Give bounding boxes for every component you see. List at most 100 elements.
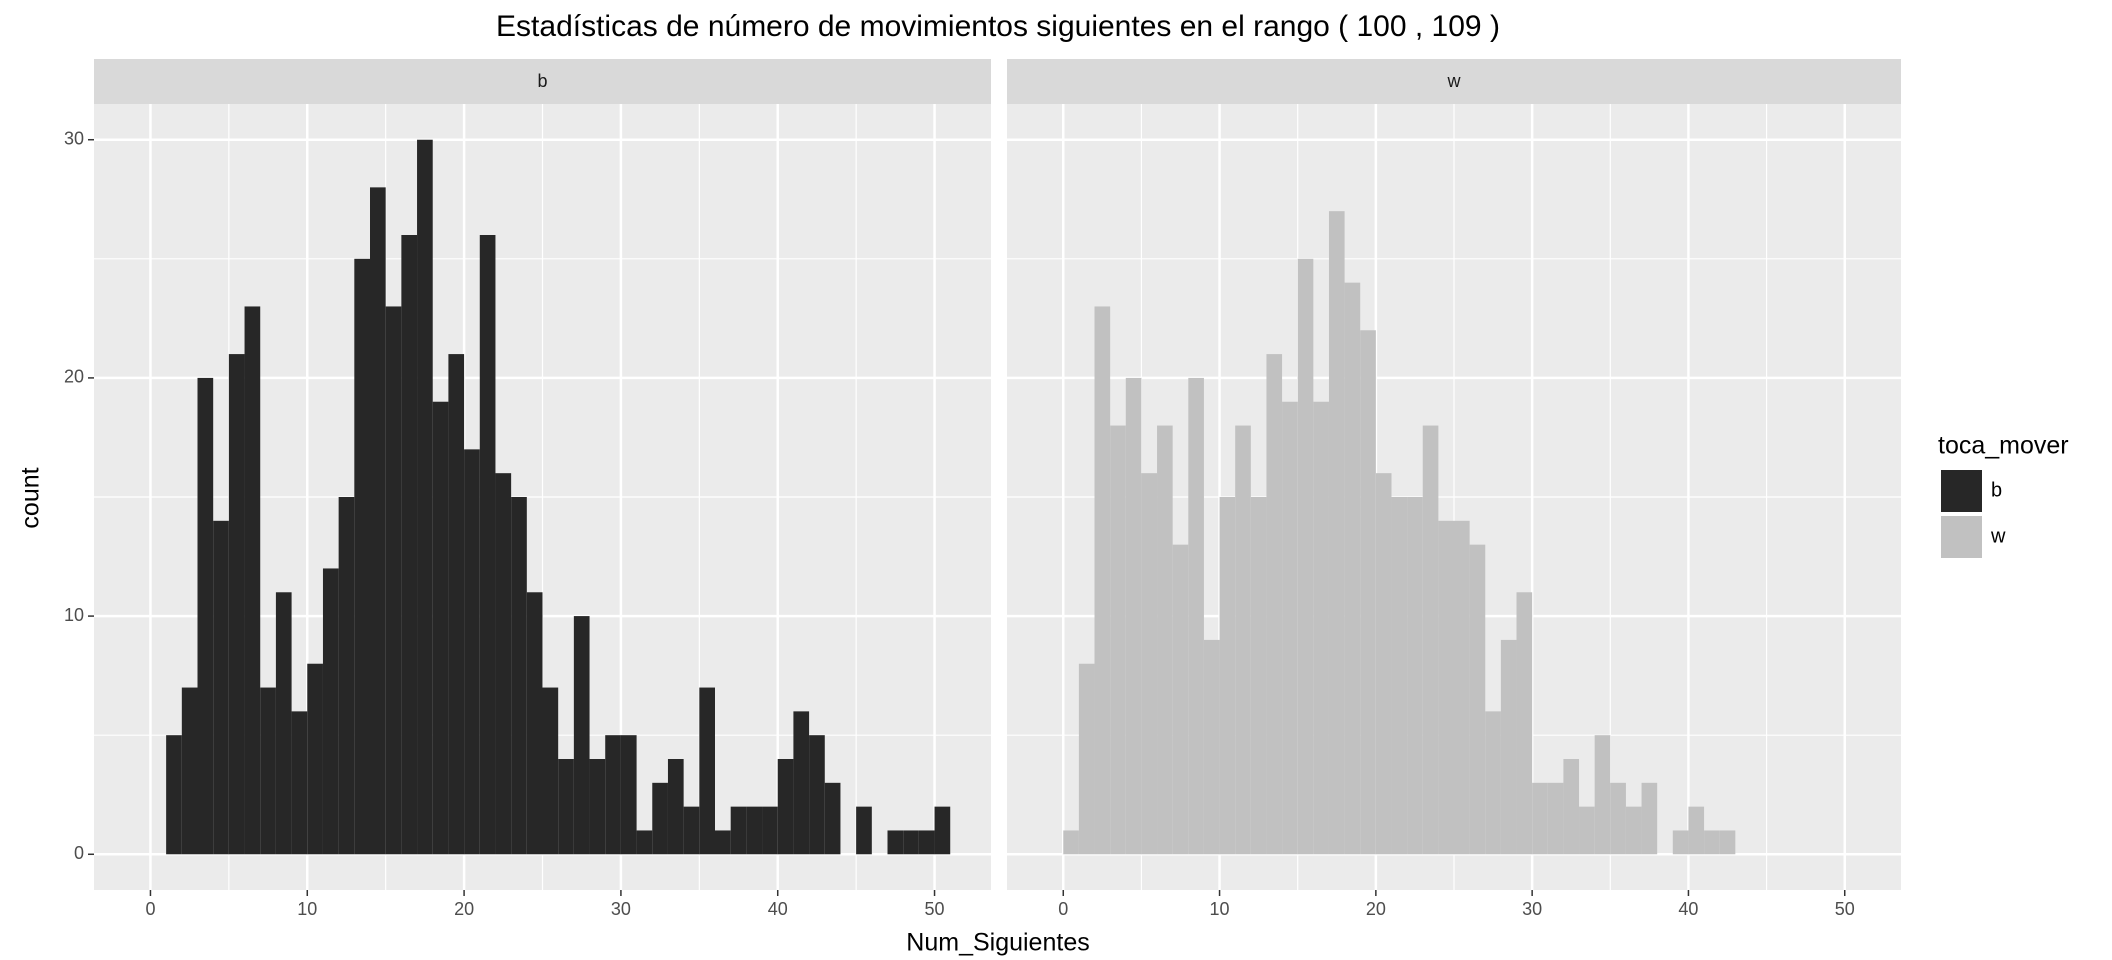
histogram-bar xyxy=(1641,782,1658,855)
x-tick-label: 40 xyxy=(768,899,788,919)
histogram-bar xyxy=(1360,330,1376,855)
facet-strip xyxy=(94,59,991,104)
histogram-bar xyxy=(1719,830,1736,855)
histogram-bar xyxy=(1516,592,1533,855)
histogram-bar xyxy=(1282,401,1298,855)
histogram-bar xyxy=(1594,735,1611,855)
histogram-bar xyxy=(887,830,904,855)
histogram-bar xyxy=(1469,544,1486,855)
histogram-bar xyxy=(213,520,229,855)
x-tick-label: 30 xyxy=(1522,899,1542,919)
legend-key xyxy=(1939,468,1984,514)
facet-strip xyxy=(1007,59,1901,104)
histogram-bar xyxy=(777,759,794,855)
histogram-bar xyxy=(432,401,449,855)
histogram-bar xyxy=(918,830,935,855)
y-tick-label: 30 xyxy=(64,128,84,148)
histogram-bar xyxy=(1313,401,1329,855)
x-axis-title: Num_Siguientes xyxy=(906,929,1089,957)
histogram-bar xyxy=(322,568,339,855)
histogram-bar xyxy=(417,139,433,855)
histogram-bar xyxy=(1672,830,1689,855)
x-tick-label: 10 xyxy=(297,899,317,919)
x-tick-label: 20 xyxy=(1366,899,1386,919)
histogram-bar xyxy=(1125,377,1142,855)
histogram-bar xyxy=(558,759,574,855)
histogram-bar xyxy=(1328,211,1345,855)
histogram-bar xyxy=(683,806,700,855)
histogram-bar xyxy=(1422,425,1439,855)
histogram-bar xyxy=(181,687,198,855)
histogram-bar xyxy=(354,258,370,855)
histogram-bar xyxy=(385,306,402,855)
histogram-bar xyxy=(1391,497,1408,855)
x-tick-label: 0 xyxy=(145,899,155,919)
histogram-bar xyxy=(1438,520,1454,855)
histogram-bar xyxy=(605,735,621,855)
histogram-bar xyxy=(1500,639,1517,855)
histogram-bar xyxy=(809,735,825,855)
legend-key xyxy=(1939,514,1984,560)
histogram-bar xyxy=(401,235,418,855)
histogram-bar xyxy=(1203,639,1220,855)
histogram-bar xyxy=(1407,497,1423,855)
histogram-bar xyxy=(307,663,323,855)
histogram-bar xyxy=(746,806,763,855)
histogram-bar xyxy=(652,782,668,855)
histogram-bar xyxy=(1110,425,1126,855)
histogram-bar xyxy=(1344,282,1361,855)
histogram-bar xyxy=(1454,520,1470,855)
histogram-bar xyxy=(464,449,480,855)
histogram-bar xyxy=(1563,759,1580,855)
histogram-bar xyxy=(715,830,731,855)
histogram-bar xyxy=(667,759,684,855)
x-tick-label: 50 xyxy=(1835,899,1855,919)
y-tick-label: 0 xyxy=(74,843,84,863)
histogram-bar xyxy=(1094,306,1111,855)
histogram-bar xyxy=(1610,782,1626,855)
facet-label: w xyxy=(1447,71,1462,91)
histogram-bar xyxy=(1157,425,1173,855)
histogram-bar xyxy=(338,497,355,855)
histogram-bar xyxy=(228,354,245,855)
histogram-bar xyxy=(1532,782,1548,855)
histogram-bar xyxy=(1688,806,1705,855)
histogram-bar xyxy=(260,687,276,855)
y-tick-label: 10 xyxy=(64,605,84,625)
x-tick-label: 10 xyxy=(1210,899,1230,919)
histogram-bar xyxy=(1188,377,1204,855)
histogram-bar xyxy=(1375,473,1392,855)
histogram-bar xyxy=(370,187,386,855)
histogram-bar xyxy=(620,735,637,855)
histogram-bar xyxy=(1219,497,1236,855)
histogram-bar xyxy=(479,235,496,855)
histogram-bar xyxy=(1235,425,1251,855)
histogram-bar xyxy=(1297,258,1314,855)
y-tick-label: 20 xyxy=(64,367,84,387)
histogram-bar xyxy=(793,711,810,855)
x-tick-label: 30 xyxy=(611,899,631,919)
histogram-bar xyxy=(275,592,292,855)
histogram-bar xyxy=(573,616,590,855)
x-tick-label: 20 xyxy=(454,899,474,919)
x-tick-label: 50 xyxy=(925,899,945,919)
histogram-bar xyxy=(1078,663,1095,855)
histogram-bar xyxy=(1704,830,1720,855)
facet-label: b xyxy=(537,71,547,91)
histogram-bar xyxy=(166,735,182,855)
x-tick-label: 40 xyxy=(1678,899,1698,919)
histogram-bar xyxy=(730,806,747,855)
histogram-bar xyxy=(1547,782,1564,855)
histogram-bar xyxy=(1063,830,1079,855)
histogram-bar xyxy=(699,687,715,855)
histogram-bar xyxy=(1266,354,1283,855)
histogram-bar xyxy=(511,497,527,855)
histogram-bar xyxy=(762,806,778,855)
histogram-bar xyxy=(291,711,308,855)
legend-title: toca_mover xyxy=(1938,432,2069,460)
histogram-bar xyxy=(197,377,214,855)
histogram-bar xyxy=(542,687,559,855)
y-axis-title: count xyxy=(17,467,45,528)
histogram-bar xyxy=(244,306,261,855)
